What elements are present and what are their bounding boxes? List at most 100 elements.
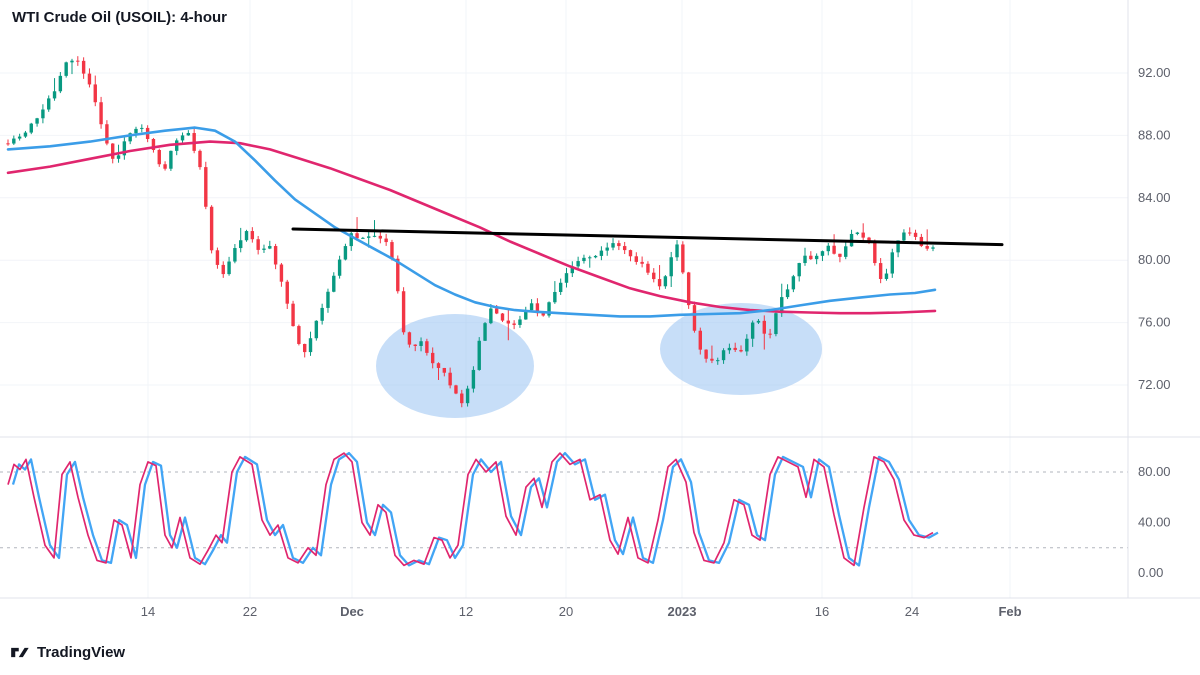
stoch-axis-label: 80.00 <box>1138 464 1171 479</box>
candle-body <box>657 279 662 287</box>
ma-slow-line <box>6 140 937 315</box>
candle-body <box>308 338 313 353</box>
candle-body <box>302 343 307 353</box>
candle-body <box>81 60 86 74</box>
candle-body <box>105 124 109 144</box>
candle-body <box>134 128 138 134</box>
candle-body <box>407 332 412 345</box>
price-axis-label: 92.00 <box>1138 65 1171 80</box>
candle-body <box>87 73 92 85</box>
candle-body <box>564 273 569 283</box>
resistance-trendline[interactable] <box>291 227 1004 247</box>
candle-body <box>785 289 790 298</box>
candle-body <box>361 237 365 239</box>
candle-body <box>780 297 784 314</box>
candle-body <box>756 320 761 323</box>
candle-body <box>494 308 499 314</box>
candle-body <box>599 250 604 256</box>
candle-body <box>506 320 511 324</box>
stochastic-pane <box>0 451 1128 567</box>
price-axis-label: 84.00 <box>1138 190 1171 205</box>
candle-body <box>442 367 447 373</box>
candle-body <box>332 275 336 292</box>
candle-body <box>436 363 441 368</box>
candle-body <box>611 243 615 248</box>
candle-body <box>617 243 621 247</box>
candle-body <box>23 132 28 137</box>
price-axis[interactable]: 92.00 88.00 84.00 80.00 76.00 72.00 80.00 40.00… <box>1138 65 1171 580</box>
candle-body <box>413 344 417 346</box>
price-axis-label: 76.00 <box>1138 315 1171 330</box>
candle-body <box>209 206 214 251</box>
candle-body <box>372 235 377 237</box>
candle-body <box>576 261 580 267</box>
time-axis-label: 14 <box>141 604 155 619</box>
candle-body <box>867 237 871 243</box>
candle-body <box>47 98 51 110</box>
candle-body <box>250 231 255 240</box>
chart-symbol-legend[interactable]: WTI Crude Oil (USOIL): 4-hour <box>12 9 227 26</box>
highlight-ellipse <box>376 314 534 418</box>
candle-body <box>396 258 400 292</box>
candle-body <box>547 302 551 316</box>
candle-body <box>314 320 319 339</box>
candle-body <box>698 330 702 350</box>
candle-body <box>425 341 429 353</box>
candle-body <box>762 320 766 334</box>
candle-body <box>669 257 673 277</box>
candle-body <box>111 143 115 159</box>
candle-body <box>233 248 237 262</box>
candle-body <box>524 310 528 320</box>
candle-body <box>838 253 842 257</box>
tradingview-logo[interactable]: TradingView <box>10 644 125 661</box>
candle-body <box>99 102 103 125</box>
candle-body <box>116 155 121 159</box>
candle-body <box>483 323 487 341</box>
candle-body <box>41 109 45 119</box>
candle-body <box>285 281 289 304</box>
candle-body <box>640 261 644 264</box>
candle-body <box>221 264 225 275</box>
candle-body <box>35 118 39 124</box>
candle-body <box>76 60 80 62</box>
candle-body <box>902 232 906 241</box>
candle-body <box>663 276 668 287</box>
candle-body <box>128 133 132 142</box>
candle-body <box>70 60 74 63</box>
candle-body <box>268 246 272 249</box>
candle-body <box>855 232 860 234</box>
candle-body <box>58 75 63 92</box>
candle-body <box>692 305 697 331</box>
candle-body <box>832 245 836 254</box>
candle-body <box>541 313 545 316</box>
price-axis-label: 88.00 <box>1138 127 1171 142</box>
candle-body <box>774 313 778 335</box>
candle-body <box>52 91 57 99</box>
candle-body <box>157 149 161 165</box>
stoch-axis-label: 40.00 <box>1138 515 1171 530</box>
candle-body <box>273 246 278 265</box>
candle-body <box>582 257 586 262</box>
time-axis-label: 22 <box>243 604 257 619</box>
candle-body <box>861 232 865 238</box>
candle-body <box>750 322 755 339</box>
candle-body <box>652 272 656 280</box>
candle-body <box>931 247 935 249</box>
candle-body <box>401 291 406 333</box>
candle-body <box>256 239 260 250</box>
candle-body <box>477 340 481 370</box>
candle-body <box>349 233 353 247</box>
candle-body <box>186 133 191 136</box>
time-axis-label: Dec <box>340 604 364 619</box>
candle-body <box>570 266 575 274</box>
candle-body <box>826 245 830 252</box>
candle-body <box>727 347 732 351</box>
candle-body <box>820 251 825 256</box>
time-axis[interactable]: 14 22 Dec 12 20 2023 16 24 Feb <box>141 604 1022 619</box>
candle-body <box>244 231 249 241</box>
candle-body <box>227 261 231 275</box>
candle-body <box>366 236 371 238</box>
candle-body <box>454 385 458 394</box>
candle-body <box>908 232 912 234</box>
